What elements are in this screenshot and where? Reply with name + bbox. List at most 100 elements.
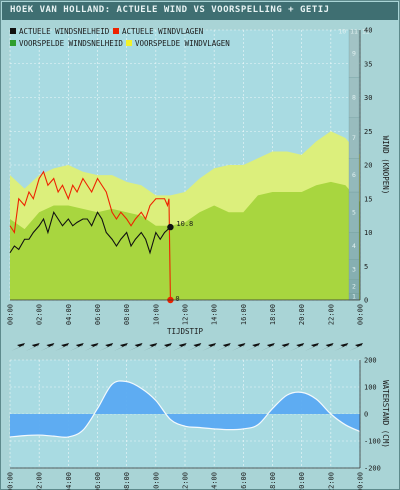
wind-direction-arrow-icon xyxy=(187,343,202,351)
wind-x-tick-label: 10:00 xyxy=(152,304,160,325)
wind-direction-arrow-icon xyxy=(128,343,143,351)
wind-x-tick-label: 18:00 xyxy=(269,304,277,325)
wind-y-tick-label: 30 xyxy=(364,94,372,102)
tide-y-tick-label: 0 xyxy=(364,411,368,419)
legend-swatch xyxy=(126,40,132,46)
wind-direction-arrow-icon xyxy=(304,343,319,351)
wind-direction-arrow-icon xyxy=(113,343,128,351)
wind-direction-arrow-icon xyxy=(143,343,158,351)
tide-x-tick-label: 12:00 xyxy=(182,472,190,490)
wind-x-tick-label: 00:00 xyxy=(7,304,15,325)
legend-swatch xyxy=(10,40,16,46)
actual-speed-line xyxy=(9,210,171,255)
beaufort-band xyxy=(348,29,360,78)
tide-x-tick-label: 00:00 xyxy=(7,472,15,490)
wind-direction-arrow-icon xyxy=(99,343,114,351)
actual-speed-value-label: 10.8 xyxy=(176,220,193,228)
beaufort-label: 2 xyxy=(352,283,356,291)
wind-y-tick-label: 35 xyxy=(364,60,372,68)
wind-direction-arrow-icon xyxy=(202,343,217,351)
wind-direction-arrow-icon xyxy=(246,343,261,351)
wind-direction-arrow-icon xyxy=(40,343,55,351)
wind-x-axis-label: TIJDSTIP xyxy=(167,327,204,336)
tide-y-tick-label: 200 xyxy=(364,357,377,365)
tide-x-tick-label: 16:00 xyxy=(240,472,248,490)
tide-y-tick-label: 100 xyxy=(364,384,377,392)
wind-y-tick-label: 5 xyxy=(364,263,368,271)
beaufort-scale: 1 2 3 4 5 6 7 8 9 10 11 12 xyxy=(338,27,369,300)
wind-direction-arrow-icon xyxy=(69,343,84,351)
wind-y-axis-label: WIND (KNOPEN) xyxy=(381,136,390,195)
actual-speed-marker xyxy=(167,223,174,231)
wind-direction-arrow-icon xyxy=(319,343,334,351)
wind-arrow-row xyxy=(11,343,363,351)
beaufort-label: 7 xyxy=(352,134,356,142)
title-bar: HOEK VAN HOLLAND: ACTUELE WIND VS VOORSP… xyxy=(2,2,398,20)
wind-y-tick-label: 15 xyxy=(364,195,372,203)
wind-x-tick-label: 06:00 xyxy=(94,304,102,325)
tide-y-axis-label: WATERSTAND (CM) xyxy=(381,380,390,448)
legend-swatch xyxy=(10,28,16,34)
beaufort-label: 1 xyxy=(352,293,356,301)
actual-gusts-line xyxy=(9,170,171,301)
wind-x-tick-label: 16:00 xyxy=(240,304,248,325)
wind-y-tick-label: 10 xyxy=(364,229,372,237)
tide-line xyxy=(9,380,361,438)
tide-y-tick-label: -200 xyxy=(364,465,381,473)
legend: ACTUELE WINDSNELHEID ACTUELE WINDVLAGEN VO… xyxy=(10,27,230,48)
wind-direction-arrow-icon xyxy=(11,343,25,351)
wind-direction-arrow-icon xyxy=(216,343,231,351)
wind-y-tick-label: 25 xyxy=(364,128,372,136)
tide-x-tick-label: 18:00 xyxy=(269,472,277,490)
tide-x-tick-label: 02:00 xyxy=(36,472,44,490)
wind-direction-arrow-icon xyxy=(25,343,40,351)
chart-title: HOEK VAN HOLLAND: ACTUELE WIND VS VOORSP… xyxy=(10,5,330,15)
legend-swatch xyxy=(113,28,119,34)
beaufort-label: 9 xyxy=(352,50,356,58)
tide-y-tick-label: -100 xyxy=(364,438,381,446)
tide-x-tick-label: 08:00 xyxy=(123,472,131,490)
forecast-speed-area xyxy=(10,181,360,300)
wind-direction-arrow-icon xyxy=(334,343,349,351)
wind-direction-arrow-icon xyxy=(55,343,70,351)
beaufort-label: 3 xyxy=(352,266,356,274)
wind-direction-arrow-icon xyxy=(349,343,363,351)
wind-x-tick-label: 04:00 xyxy=(65,304,73,325)
beaufort-label: 8 xyxy=(352,94,356,102)
wind-x-tick-label: 08:00 xyxy=(123,304,131,325)
tide-x-tick-label: 22:00 xyxy=(327,472,335,490)
legend-label: ACTUELE WINDSNELHEID xyxy=(19,27,110,36)
actual-gusts-value-label: 0 xyxy=(175,295,179,303)
wind-direction-arrow-icon xyxy=(290,343,305,351)
wind-y-tick-label: 20 xyxy=(364,162,372,170)
wind-x-tick-label: 12:00 xyxy=(182,304,190,325)
wind-x-tick-label: 20:00 xyxy=(298,304,306,325)
tide-x-tick-label: 04:00 xyxy=(65,472,73,490)
tide-x-tick-label: 14:00 xyxy=(211,472,219,490)
beaufort-label: 6 xyxy=(352,171,356,179)
wind-direction-arrow-icon xyxy=(275,343,290,351)
legend-label: ACTUELE WINDVLAGEN xyxy=(122,27,203,36)
wind-x-tick-label: 00:00 xyxy=(357,304,365,325)
legend-label: VOORSPELDE WINDVLAGEN xyxy=(135,39,230,48)
wind-direction-arrow-icon xyxy=(84,343,99,351)
tide-x-tick-label: 00:00 xyxy=(357,472,365,490)
beaufort-label: 5 xyxy=(352,208,356,216)
tide-x-tick-label: 20:00 xyxy=(298,472,306,490)
wind-y-tick-label: 40 xyxy=(364,27,372,35)
wind-y-tick-label: 0 xyxy=(364,297,368,305)
legend-label: VOORSPELDE WINDSNELHEID xyxy=(19,39,123,48)
wind-direction-arrow-icon xyxy=(260,343,275,351)
wind-direction-arrow-icon xyxy=(157,343,172,351)
tide-x-tick-label: 06:00 xyxy=(94,472,102,490)
beaufort-label: 4 xyxy=(352,242,356,250)
wind-x-tick-label: 22:00 xyxy=(327,304,335,325)
beaufort-label: 10 11 12 xyxy=(338,27,369,35)
wind-x-tick-label: 02:00 xyxy=(36,304,44,325)
wind-x-tick-label: 14:00 xyxy=(211,304,219,325)
wind-direction-arrow-icon xyxy=(231,343,246,351)
tide-x-tick-label: 10:00 xyxy=(152,472,160,490)
